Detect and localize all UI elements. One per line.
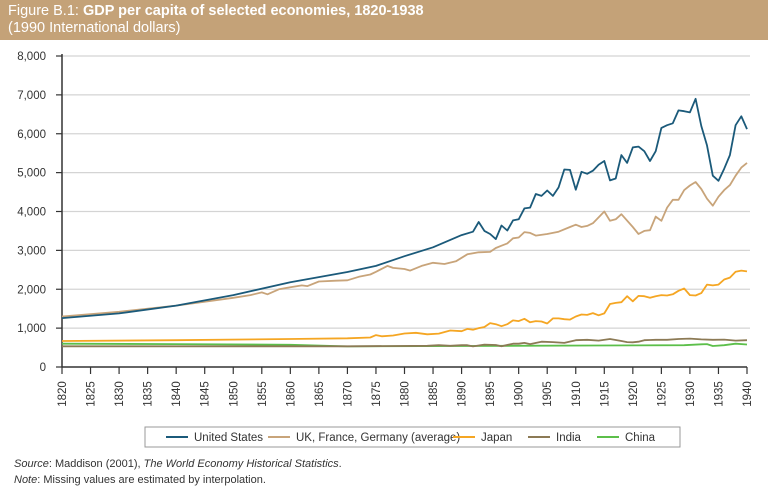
interpolation-note: Note: Missing values are estimated by in… (14, 474, 266, 486)
x-tick-label: 1820 (57, 381, 69, 407)
source-text: : Maddison (2001), (48, 458, 144, 470)
x-tick-label: 1875 (371, 381, 383, 407)
series-line-india (62, 337, 748, 348)
x-tick-label: 1910 (571, 381, 583, 407)
x-tick-label: 1930 (685, 381, 697, 407)
note-text: : Missing values are estimated by interp… (37, 474, 266, 486)
source-title: The World Economy Historical Statistics (143, 458, 339, 470)
x-tick-label: 1835 (143, 381, 155, 407)
x-tick-label: 1915 (599, 381, 611, 407)
legend-label: Japan (481, 432, 512, 444)
y-tick-label: 6,000 (17, 129, 46, 141)
x-tick-label: 1880 (400, 381, 412, 407)
x-tick-label: 1870 (342, 381, 354, 407)
x-tick-label: 1905 (542, 381, 554, 407)
x-tick-label: 1925 (656, 381, 668, 407)
figure-title-text: GDP per capita of selected economies, 18… (82, 3, 424, 19)
legend-box (144, 426, 681, 448)
figure-subtitle: (1990 International dollars) (8, 20, 181, 36)
y-tick-label: 0 (40, 362, 46, 374)
x-tick-label: 1890 (457, 381, 469, 407)
x-tick-label: 1850 (228, 381, 240, 407)
series-line-china (61, 342, 748, 348)
legend-label: United States (194, 432, 263, 444)
series-line-uk-france-germany-average (61, 162, 748, 318)
figure-header: Figure B.1: GDP per capita of selected e… (0, 0, 768, 40)
series-line-united-states (61, 97, 748, 319)
x-tick-label: 1940 (742, 381, 754, 407)
figure-label: Figure B.1: (8, 3, 79, 19)
y-tick-label: 1,000 (17, 323, 46, 335)
source-note: Source: Maddison (2001), The World Econo… (14, 458, 342, 470)
x-tick-label: 1885 (428, 381, 440, 407)
legend-label: India (556, 432, 582, 444)
source-end: . (338, 458, 342, 470)
x-tick-label: 1825 (86, 381, 98, 407)
source-label: Source (14, 458, 49, 470)
x-tick-label: 1895 (485, 381, 497, 407)
y-tick-label: 2,000 (17, 284, 46, 296)
x-tick-label: 1900 (514, 381, 526, 407)
legend-label: UK, France, Germany (average) (296, 432, 460, 444)
y-tick-label: 4,000 (17, 207, 46, 219)
x-tick-label: 1855 (257, 381, 269, 407)
y-tick-label: 8,000 (17, 51, 46, 63)
note-label: Note (14, 474, 38, 486)
legend-label: China (625, 432, 656, 444)
x-tick-label: 1865 (314, 381, 326, 407)
x-tick-label: 1830 (114, 381, 126, 407)
y-tick-label: 7,000 (17, 90, 46, 102)
x-tick-label: 1935 (713, 381, 725, 407)
figure-title: Figure B.1: GDP per capita of selected e… (8, 3, 424, 20)
x-tick-label: 1920 (628, 381, 640, 407)
y-tick-label: 5,000 (17, 168, 46, 180)
y-tick-label: 3,000 (17, 245, 46, 257)
x-tick-label: 1860 (285, 381, 297, 407)
x-tick-label: 1845 (200, 381, 212, 407)
x-tick-label: 1840 (171, 381, 183, 407)
series-line-japan (61, 269, 748, 342)
